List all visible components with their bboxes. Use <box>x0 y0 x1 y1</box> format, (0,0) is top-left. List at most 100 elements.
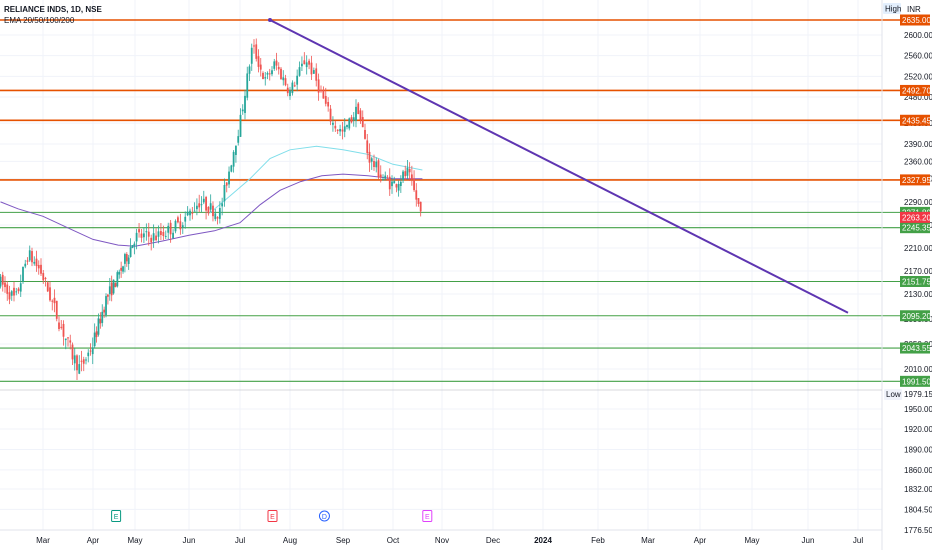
candle-body <box>8 292 11 300</box>
trendline[interactable] <box>268 18 849 314</box>
price-level-tag-label: 2245.35 <box>902 224 931 233</box>
candle-body <box>296 75 299 85</box>
price-level-tag <box>900 222 930 234</box>
low-tag <box>884 389 902 400</box>
candle-body <box>241 109 244 112</box>
candle-body <box>388 176 391 190</box>
candle-body <box>366 140 369 153</box>
candle-body <box>51 300 54 302</box>
candle-body <box>386 179 389 181</box>
earnings-event-icon <box>111 510 122 522</box>
price-tick-label: 2520.00 <box>904 72 932 81</box>
time-tick-label: May <box>127 536 142 545</box>
candle-body <box>273 61 276 69</box>
candle-body <box>87 352 90 357</box>
candle-body <box>244 95 246 113</box>
candle-body <box>44 277 47 279</box>
indicator-label[interactable]: EMA 20/50/100/200 <box>4 16 75 25</box>
time-tick-label: Feb <box>591 536 605 545</box>
candle-body <box>212 205 214 217</box>
candle-body <box>352 117 355 121</box>
price-level-tag <box>900 342 930 354</box>
candle-body <box>246 73 249 98</box>
price-level-tag-label: 2095.20 <box>902 312 931 321</box>
event-glyph: E <box>270 514 275 521</box>
candle-body <box>97 318 100 335</box>
candle-body <box>322 90 325 99</box>
candle-body <box>346 124 348 128</box>
candle-body <box>1 274 4 285</box>
candle-body <box>308 60 310 65</box>
candle-body <box>277 66 280 70</box>
candle-body <box>408 169 411 173</box>
event-glyph: D <box>322 514 327 521</box>
candle-body <box>82 359 85 364</box>
time-tick-label: May <box>744 536 759 545</box>
candle-body <box>359 110 362 120</box>
candle-body <box>49 287 51 301</box>
candle-body <box>315 68 318 81</box>
time-tick-label: Dec <box>486 536 500 545</box>
candle-body <box>179 221 182 230</box>
price-level-tag <box>900 174 930 186</box>
candle-body <box>181 225 184 228</box>
candle-body <box>40 264 42 274</box>
price-levels <box>0 19 900 382</box>
candle-body <box>69 340 72 343</box>
candle-body <box>118 271 121 275</box>
candle-body <box>282 77 285 81</box>
price-tick-label: 2390.00 <box>904 140 932 149</box>
price-tick-label: 2290.00 <box>904 198 932 207</box>
candle-body <box>85 359 87 361</box>
candle-body <box>10 291 13 296</box>
price-level-tag-label: 2151.75 <box>902 277 931 286</box>
candle-body <box>373 161 375 167</box>
price-tick-label: 1776.50 <box>904 526 932 535</box>
candle-body <box>205 197 207 211</box>
price-level-tag <box>900 84 930 96</box>
candle-body <box>164 235 167 237</box>
candle-body <box>35 258 38 267</box>
price-level-tag-label: 2435.45 <box>902 116 931 125</box>
candle-body <box>110 282 113 296</box>
candle-body <box>62 323 65 337</box>
candle-body <box>384 175 387 179</box>
candle-body <box>289 90 291 97</box>
time-tick-label: Mar <box>36 536 50 545</box>
ema-lines <box>0 145 423 247</box>
symbol-title[interactable]: RELIANCE INDS, 1D, NSE <box>4 5 102 14</box>
candle-body <box>255 44 258 59</box>
candle-body <box>232 151 235 167</box>
trendline-handle <box>268 18 272 22</box>
candle-body <box>266 73 269 75</box>
candle-body <box>6 284 9 294</box>
price-tick-label: 1804.50 <box>904 505 932 514</box>
candle-body <box>413 178 415 191</box>
candle-body <box>216 217 219 219</box>
candle-body <box>207 206 210 214</box>
candle-body <box>259 64 262 70</box>
candle-body <box>253 45 255 47</box>
price-level-tag-label: 2327.95 <box>902 176 931 185</box>
candle-body <box>37 264 40 269</box>
candle-body <box>15 291 18 293</box>
candle-body <box>125 254 128 262</box>
candle-body <box>91 347 94 355</box>
candle-body <box>112 279 115 294</box>
time-axis[interactable]: Mar Apr May Jun Jul Aug Sep Oct Nov Dec 2024 Feb Mar… <box>0 529 882 545</box>
candle-body <box>239 114 242 137</box>
trendline-line <box>269 19 849 314</box>
candle-body <box>382 179 384 181</box>
candle-body <box>275 60 278 66</box>
candle-body <box>332 122 334 125</box>
price-tick-label: 2480.00 <box>904 93 932 102</box>
candle-body <box>122 266 124 272</box>
price-tick-label: 1860.00 <box>904 466 932 475</box>
candle-body <box>271 70 273 75</box>
candle-body <box>99 318 102 324</box>
last-price-label: 2263.20 <box>902 213 931 222</box>
candle-body <box>46 282 49 292</box>
candle-body <box>71 344 74 360</box>
